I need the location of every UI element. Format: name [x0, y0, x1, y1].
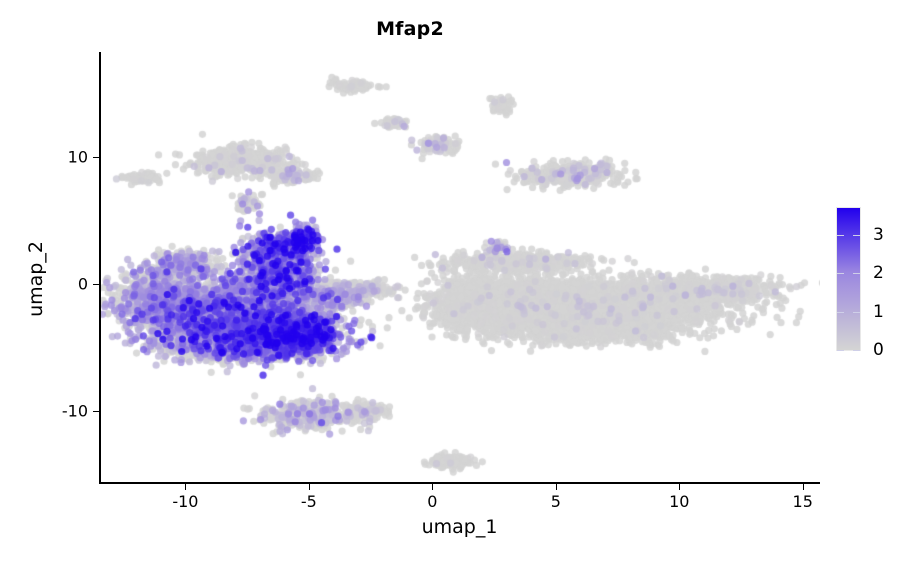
x-axis-title: umap_1	[421, 516, 498, 538]
x-tick-mark	[185, 484, 187, 490]
x-tick-label: -10	[172, 492, 199, 511]
colorbar-tick-mark	[837, 350, 844, 351]
y-tick-label: -10	[61, 401, 88, 421]
y-tick-mark	[93, 283, 99, 285]
x-tick-label: -5	[300, 492, 317, 511]
x-tick-mark	[308, 484, 310, 490]
page-title: Mfap2	[376, 18, 444, 40]
scatter-plot-area[interactable]	[99, 52, 820, 484]
colorbar-tick-mark	[837, 234, 844, 236]
colorbar-tick-label: 3	[873, 224, 884, 245]
colorbar-tick-mark	[853, 234, 860, 236]
y-tick-mark	[93, 157, 99, 159]
y-tick-label: 10	[67, 147, 88, 167]
y-axis-title: umap_2	[25, 241, 47, 317]
colorbar-tick-label: 1	[873, 301, 884, 322]
y-tick-mark	[93, 410, 99, 412]
x-tick-mark	[679, 484, 681, 490]
colorbar-tick-mark	[853, 273, 860, 275]
x-tick-label: 15	[792, 492, 813, 511]
x-tick-label: 0	[427, 492, 438, 511]
x-tick-mark	[555, 484, 557, 490]
colorbar-tick-mark	[837, 311, 844, 313]
colorbar-legend[interactable]: 0 1 2 3	[836, 207, 884, 360]
colorbar-gradient: 0 1 2 3	[836, 207, 884, 360]
colorbar-tick-mark	[853, 311, 860, 313]
x-tick-label: 10	[669, 492, 690, 511]
x-tick-mark	[802, 484, 804, 490]
y-tick-label: 0	[77, 274, 88, 294]
colorbar-tick-label: 0	[873, 340, 884, 360]
x-tick-label: 5	[550, 492, 561, 511]
colorbar-tick-mark	[837, 273, 844, 275]
colorbar-tick-mark	[853, 350, 860, 351]
colorbar-tick-label: 2	[873, 263, 884, 284]
x-tick-mark	[432, 484, 434, 490]
umap-scatter-canvas[interactable]	[101, 52, 820, 482]
